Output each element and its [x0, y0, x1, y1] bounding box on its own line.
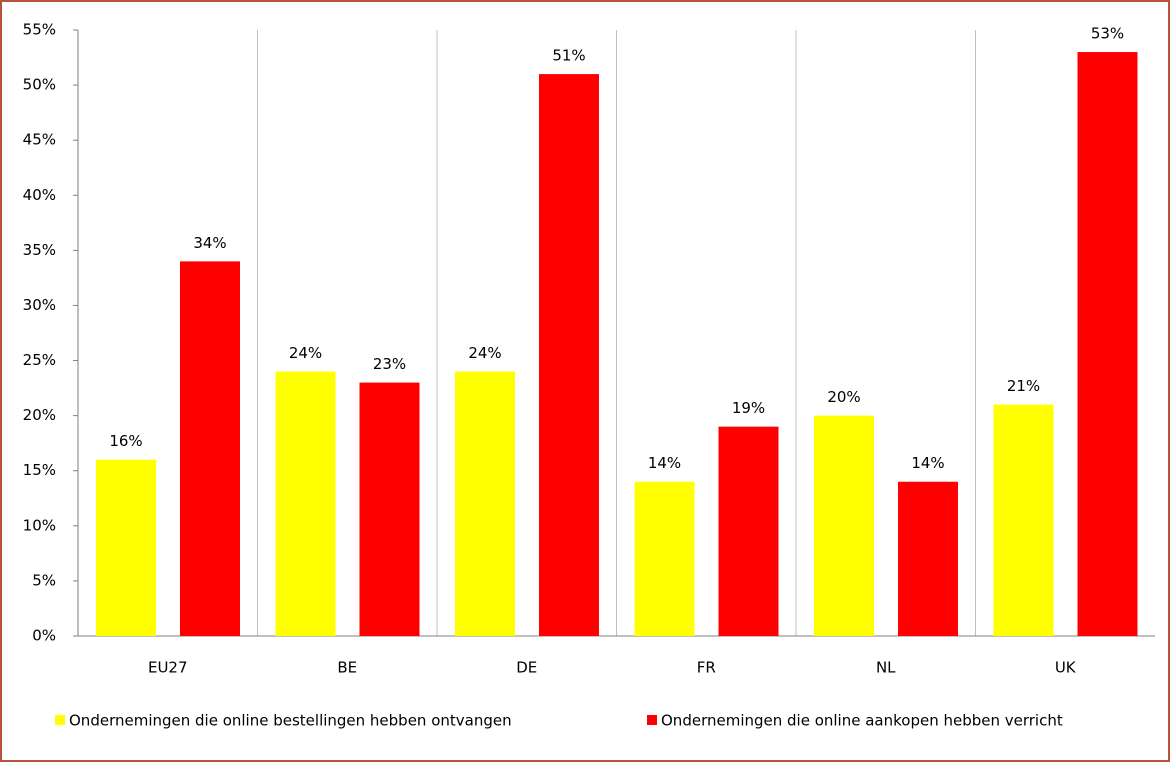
y-tick-label: 35% — [23, 241, 56, 259]
bar — [814, 415, 874, 636]
y-tick-label: 0% — [32, 627, 56, 645]
y-tick-label: 45% — [23, 131, 56, 149]
bar — [180, 261, 240, 636]
data-label: 14% — [648, 454, 681, 472]
x-tick-label: NL — [876, 659, 896, 677]
data-label: 20% — [827, 388, 860, 406]
y-tick-label: 55% — [23, 21, 56, 39]
data-label: 16% — [109, 432, 142, 450]
bar — [275, 371, 336, 636]
y-tick-label: 20% — [23, 406, 56, 424]
bar — [539, 74, 599, 636]
y-tick-label: 10% — [23, 516, 56, 534]
y-tick-label: 5% — [32, 571, 56, 589]
bar — [634, 481, 695, 636]
bar — [1077, 52, 1138, 636]
bar — [96, 459, 156, 636]
y-tick-label: 25% — [23, 351, 56, 369]
data-label: 24% — [289, 344, 322, 362]
data-label: 23% — [373, 355, 406, 373]
legend-label: Ondernemingen die online aankopen hebben… — [661, 712, 1063, 730]
bar — [898, 481, 958, 636]
bar — [718, 426, 779, 636]
data-label: 21% — [1007, 377, 1040, 395]
y-tick-label: 30% — [23, 296, 56, 314]
data-label: 24% — [468, 344, 501, 362]
x-tick-label: UK — [1055, 659, 1077, 677]
x-tick-label: DE — [516, 659, 537, 677]
x-tick-label: EU27 — [148, 659, 188, 677]
data-label: 14% — [911, 454, 944, 472]
bar — [359, 382, 420, 636]
data-label: 34% — [193, 234, 226, 252]
x-tick-label: BE — [337, 659, 357, 677]
y-tick-label: 50% — [23, 76, 56, 94]
bar — [993, 404, 1054, 636]
data-label: 19% — [732, 399, 765, 417]
y-tick-label: 15% — [23, 461, 56, 479]
x-tick-label: FR — [697, 659, 716, 677]
data-label: 53% — [1091, 25, 1124, 43]
legend-label: Ondernemingen die online bestellingen he… — [69, 712, 512, 730]
legend-swatch — [647, 715, 657, 725]
data-label: 51% — [552, 47, 585, 65]
y-tick-label: 40% — [23, 186, 56, 204]
bar — [455, 371, 515, 636]
legend-swatch — [55, 715, 65, 725]
